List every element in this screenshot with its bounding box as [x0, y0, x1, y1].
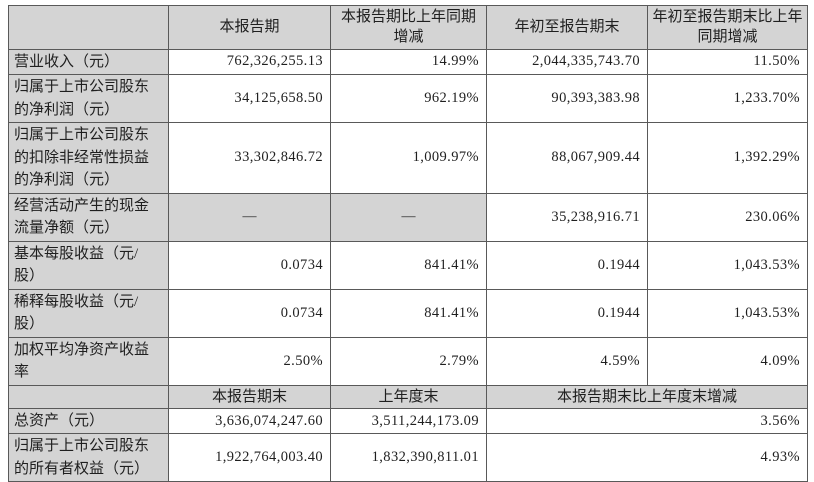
financial-report-table: 本报告期 本报告期比上年同期增减 年初至报告期末 年初至报告期末比上年同期增减 … — [8, 5, 808, 482]
table-row-operating-cash-flow: 经营活动产生的现金流量净额（元） — — 35,238,916.71 230.0… — [8, 192, 808, 242]
row-label: 稀释每股收益（元/股） — [8, 288, 169, 338]
cell-value: 1,832,390,811.01 — [330, 433, 487, 482]
table-row-net-profit: 归属于上市公司股东的净利润（元） 34,125,658.50 962.19% 9… — [8, 74, 808, 123]
cell-value: 3,511,244,173.09 — [330, 407, 487, 435]
cell-value: 2,044,335,743.70 — [486, 48, 648, 75]
cell-value: 33,302,846.72 — [168, 122, 331, 194]
cell-value: 4.93% — [486, 433, 808, 482]
corner-cell — [8, 5, 169, 50]
cell-value: 34,125,658.50 — [168, 74, 331, 123]
cell-value: 3.56% — [486, 407, 808, 435]
table-row-owners-equity: 归属于上市公司股东的所有者权益（元） 1,922,764,003.40 1,83… — [8, 433, 808, 482]
bottom-header-row: 本报告期末 上年度末 本报告期末比上年度末增减 — [8, 384, 808, 409]
row-label: 营业收入（元） — [8, 48, 169, 75]
corner-cell — [8, 384, 169, 409]
cell-value: 1,043.53% — [647, 288, 808, 338]
cell-value: 1,009.97% — [330, 122, 487, 194]
cell-value: 35,238,916.71 — [486, 192, 648, 242]
cell-value: 88,067,909.44 — [486, 122, 648, 194]
cell-value: 762,326,255.13 — [168, 48, 331, 75]
row-label: 加权平均净资产收益率 — [8, 336, 169, 386]
row-label: 经营活动产生的现金流量净额（元） — [8, 192, 169, 242]
cell-value: 1,392.29% — [647, 122, 808, 194]
cell-value: 841.41% — [330, 288, 487, 338]
cell-value: 0.0734 — [168, 240, 331, 290]
table-row-net-profit-excl-nonrecurring: 归属于上市公司股东的扣除非经常性损益的净利润（元） 33,302,846.72 … — [8, 122, 808, 194]
col-header-prior-year-end: 上年度末 — [330, 384, 487, 409]
row-label: 总资产（元） — [8, 407, 169, 435]
col-header-period-end-change: 本报告期末比上年度末增减 — [486, 384, 808, 409]
cell-value: 1,233.70% — [647, 74, 808, 123]
col-header-ytd-change: 年初至报告期末比上年同期增减 — [647, 5, 808, 50]
cell-value: 1,922,764,003.40 — [168, 433, 331, 482]
col-header-period-change: 本报告期比上年同期增减 — [330, 5, 487, 50]
cell-value: 3,636,074,247.60 — [168, 407, 331, 435]
table-row-total-assets: 总资产（元） 3,636,074,247.60 3,511,244,173.09… — [8, 407, 808, 435]
cell-value: 841.41% — [330, 240, 487, 290]
table-row-weighted-avg-roe: 加权平均净资产收益率 2.50% 2.79% 4.59% 4.09% — [8, 336, 808, 386]
row-label: 基本每股收益（元/股） — [8, 240, 169, 290]
cell-value: 90,393,383.98 — [486, 74, 648, 123]
dash-cell: — — [168, 192, 331, 242]
cell-value: 0.1944 — [486, 240, 648, 290]
table-row-diluted-eps: 稀释每股收益（元/股） 0.0734 841.41% 0.1944 1,043.… — [8, 288, 808, 338]
table-row-basic-eps: 基本每股收益（元/股） 0.0734 841.41% 0.1944 1,043.… — [8, 240, 808, 290]
cell-value: 14.99% — [330, 48, 487, 75]
cell-value: 230.06% — [647, 192, 808, 242]
col-header-period-end: 本报告期末 — [168, 384, 331, 409]
table-row-revenue: 营业收入（元） 762,326,255.13 14.99% 2,044,335,… — [8, 48, 808, 75]
cell-value: 962.19% — [330, 74, 487, 123]
cell-value: 2.50% — [168, 336, 331, 386]
col-header-current-period: 本报告期 — [168, 5, 331, 50]
cell-value: 4.59% — [486, 336, 648, 386]
row-label: 归属于上市公司股东的所有者权益（元） — [8, 433, 169, 482]
cell-value: 1,043.53% — [647, 240, 808, 290]
col-header-ytd: 年初至报告期末 — [486, 5, 648, 50]
top-header-row: 本报告期 本报告期比上年同期增减 年初至报告期末 年初至报告期末比上年同期增减 — [8, 5, 808, 50]
row-label: 归属于上市公司股东的扣除非经常性损益的净利润（元） — [8, 122, 169, 194]
cell-value: 0.0734 — [168, 288, 331, 338]
cell-value: 0.1944 — [486, 288, 648, 338]
cell-value: 4.09% — [647, 336, 808, 386]
cell-value: 11.50% — [647, 48, 808, 75]
dash-cell: — — [330, 192, 487, 242]
row-label: 归属于上市公司股东的净利润（元） — [8, 74, 169, 123]
cell-value: 2.79% — [330, 336, 487, 386]
